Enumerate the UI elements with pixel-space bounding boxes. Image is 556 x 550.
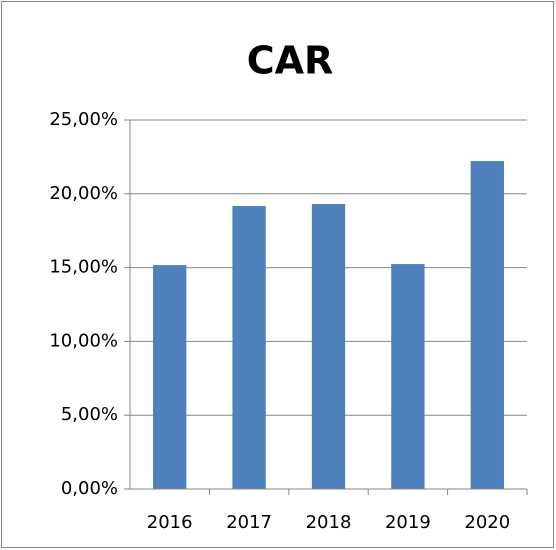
bar xyxy=(311,203,346,489)
chart-title: CAR xyxy=(247,39,334,83)
bar xyxy=(153,265,187,489)
bar xyxy=(470,161,504,489)
x-tick-label: 2019 xyxy=(385,512,431,533)
y-tick-label: 15,00% xyxy=(49,257,118,278)
y-tick-label: 20,00% xyxy=(49,183,118,204)
x-tick-label: 2020 xyxy=(464,512,510,533)
x-tick-label: 2016 xyxy=(147,512,193,533)
y-tick-label: 5,00% xyxy=(61,404,118,425)
x-tick-label: 2017 xyxy=(226,512,272,533)
y-tick-label: 25,00% xyxy=(49,109,118,130)
y-tick-label: 0,00% xyxy=(61,478,118,499)
bar xyxy=(391,264,425,489)
y-tick-label: 10,00% xyxy=(49,330,118,351)
x-tick-label: 2018 xyxy=(306,512,352,533)
bar xyxy=(232,206,266,490)
